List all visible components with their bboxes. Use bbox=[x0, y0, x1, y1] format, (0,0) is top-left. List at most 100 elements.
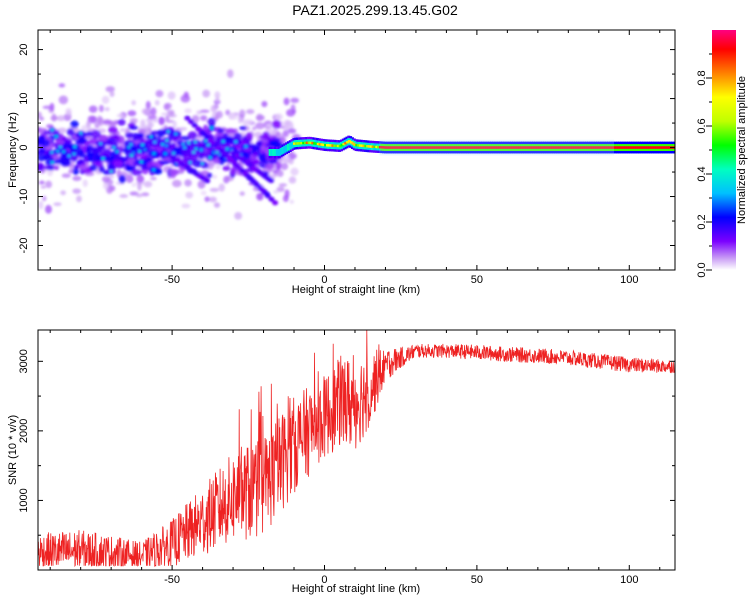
ridge-core bbox=[519, 146, 523, 149]
spectral-blob bbox=[50, 151, 54, 154]
ridge-core bbox=[461, 146, 465, 149]
spectral-blob bbox=[206, 172, 213, 179]
ridge-core bbox=[393, 146, 397, 149]
spectral-blob bbox=[183, 146, 187, 149]
ridge-core bbox=[536, 146, 540, 149]
ridge-core bbox=[338, 144, 342, 148]
spectral-blob bbox=[188, 119, 195, 125]
ridge-core bbox=[574, 146, 578, 149]
ridge-core bbox=[558, 146, 562, 149]
spectral-blob bbox=[227, 69, 234, 79]
colorbar-tick-label: 0.0 bbox=[696, 262, 708, 277]
ridge-core bbox=[505, 146, 509, 149]
ridge-core bbox=[485, 146, 489, 149]
ridge-core bbox=[453, 146, 457, 149]
ridge-core bbox=[609, 146, 613, 149]
chart-title: PAZ1.2025.299.13.45.G02 bbox=[292, 2, 458, 18]
ridge-core bbox=[307, 141, 311, 144]
spectral-blob bbox=[172, 152, 176, 155]
spectral-blob bbox=[154, 99, 160, 106]
ridge-core bbox=[399, 146, 403, 149]
spectral-blob bbox=[250, 145, 258, 151]
ridge-core bbox=[422, 146, 426, 149]
ridge-core bbox=[463, 146, 467, 149]
ridge-core bbox=[318, 143, 322, 146]
spectral-blob bbox=[109, 91, 115, 98]
spectral-blob bbox=[152, 168, 156, 171]
ridge-core bbox=[528, 146, 532, 149]
ridge-core bbox=[486, 146, 490, 149]
spectral-blob bbox=[276, 186, 285, 193]
ridge-core bbox=[651, 146, 655, 149]
ridge-band bbox=[277, 149, 281, 156]
spectral-blob bbox=[225, 147, 229, 151]
ridge-core bbox=[549, 146, 553, 149]
spectral-blob bbox=[139, 160, 143, 164]
ridge-core bbox=[439, 146, 443, 149]
ridge-core bbox=[578, 146, 582, 149]
ridge-band bbox=[286, 143, 290, 151]
spectral-blob bbox=[263, 191, 270, 197]
spectral-blob bbox=[188, 161, 192, 164]
spectral-blob bbox=[150, 176, 157, 181]
spectral-blob bbox=[215, 110, 223, 119]
spectral-blob bbox=[158, 160, 169, 165]
spectral-blob bbox=[200, 190, 207, 196]
ridge-core bbox=[395, 146, 399, 149]
spectral-blob bbox=[163, 152, 167, 155]
ridge-core bbox=[614, 146, 618, 149]
ridge-core bbox=[607, 146, 611, 149]
y-tick-label: 1000 bbox=[18, 488, 30, 512]
spectral-blob bbox=[283, 97, 290, 106]
spectral-blob bbox=[119, 128, 126, 133]
ridge-core bbox=[475, 146, 479, 149]
spectral-blob bbox=[153, 140, 157, 144]
spectral-blob bbox=[234, 140, 238, 143]
spectral-blob bbox=[38, 154, 46, 162]
ridge-core bbox=[514, 146, 518, 149]
spectral-blob bbox=[290, 97, 300, 104]
spectrogram-blobs bbox=[38, 69, 302, 220]
ridge-core bbox=[594, 146, 598, 149]
ridge-band bbox=[290, 141, 294, 149]
ridge-core bbox=[296, 142, 300, 145]
ridge-core bbox=[560, 146, 564, 149]
ridge-core bbox=[523, 146, 527, 149]
y-tick-label: 20 bbox=[18, 43, 30, 55]
spectral-blob bbox=[181, 203, 191, 209]
spectral-blob bbox=[65, 107, 72, 116]
ridge-band bbox=[275, 149, 279, 156]
spectral-blob bbox=[288, 176, 297, 184]
ridge-core bbox=[298, 142, 302, 145]
spectral-blob bbox=[141, 143, 145, 147]
ridge-core bbox=[483, 146, 487, 149]
spectral-blob bbox=[269, 127, 278, 136]
ridge-core bbox=[618, 146, 622, 149]
colorbar-tick-label: 0.6 bbox=[696, 118, 708, 133]
spectral-blob bbox=[265, 163, 275, 170]
ridge-band bbox=[272, 149, 276, 156]
spectral-blob bbox=[213, 202, 221, 208]
ridge-core bbox=[660, 146, 664, 149]
spectral-blob bbox=[265, 123, 274, 128]
spectral-blob bbox=[103, 181, 109, 190]
spectral-blob bbox=[136, 175, 145, 184]
ridge-core bbox=[446, 146, 450, 149]
ridge-core bbox=[479, 146, 483, 149]
spectral-blob bbox=[98, 134, 108, 143]
ridge-core bbox=[366, 145, 370, 148]
spectral-blob bbox=[272, 120, 282, 130]
ridge-core bbox=[644, 146, 648, 149]
spectral-blob bbox=[101, 176, 111, 183]
spectrogram-ylabel: Frequency (Hz) bbox=[7, 112, 19, 188]
snr-frame bbox=[37, 329, 676, 571]
spectral-blob bbox=[98, 104, 104, 113]
ridge-core bbox=[667, 146, 671, 149]
ridge-core bbox=[662, 146, 666, 149]
snr-series-line bbox=[38, 330, 675, 568]
ridge-core bbox=[581, 146, 585, 149]
colorbar-tick-label: 0.8 bbox=[696, 70, 708, 85]
ridge-core bbox=[629, 146, 633, 149]
ridge-core bbox=[384, 146, 388, 149]
ridge-core bbox=[547, 146, 551, 149]
